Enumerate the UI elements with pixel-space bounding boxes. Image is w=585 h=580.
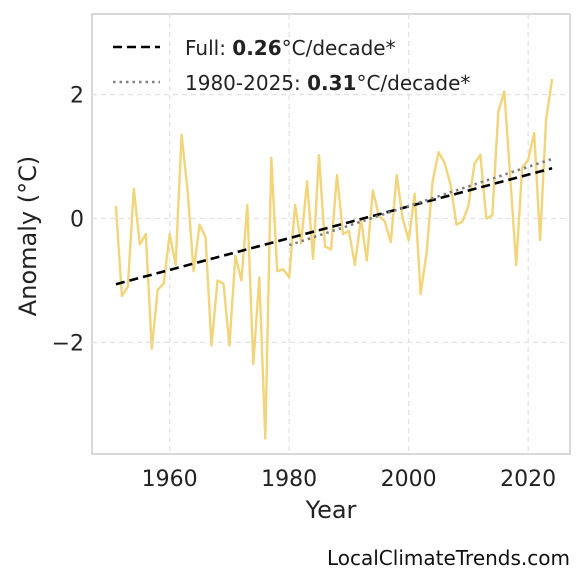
- legend: Full: 0.26°C/decade* 1980-2025: 0.31°C/d…: [113, 36, 470, 95]
- anomaly-series-line: [114, 78, 554, 440]
- x-tick-label: 2000: [381, 467, 437, 492]
- recent-trend-line: [288, 157, 553, 247]
- y-tick-label: 2: [70, 84, 84, 109]
- x-tick-label: 1960: [142, 467, 198, 492]
- legend-full-rate: 0.26: [232, 36, 281, 60]
- source-label: LocalClimateTrends.com: [326, 546, 570, 570]
- legend-recent-rate: 0.31: [307, 71, 356, 95]
- x-tick-label: 2020: [500, 467, 556, 492]
- legend-recent-label: 1980-2025: 0.31°C/decade*: [185, 71, 470, 95]
- x-axis-ticks: 1960 1980 2000 2020: [142, 467, 556, 492]
- x-tick-label: 1980: [261, 467, 317, 492]
- series-group: [114, 78, 554, 440]
- y-axis-ticks: 2 0 −2: [52, 84, 84, 357]
- plot-area: [91, 13, 571, 455]
- legend-full-label: Full: 0.26°C/decade*: [185, 36, 396, 60]
- y-axis-label: Anomaly (°C): [14, 156, 42, 316]
- y-tick-label: 0: [70, 208, 84, 233]
- full-trend-line: [115, 167, 553, 286]
- x-axis-label: Year: [305, 496, 357, 524]
- y-tick-label: −2: [52, 331, 84, 356]
